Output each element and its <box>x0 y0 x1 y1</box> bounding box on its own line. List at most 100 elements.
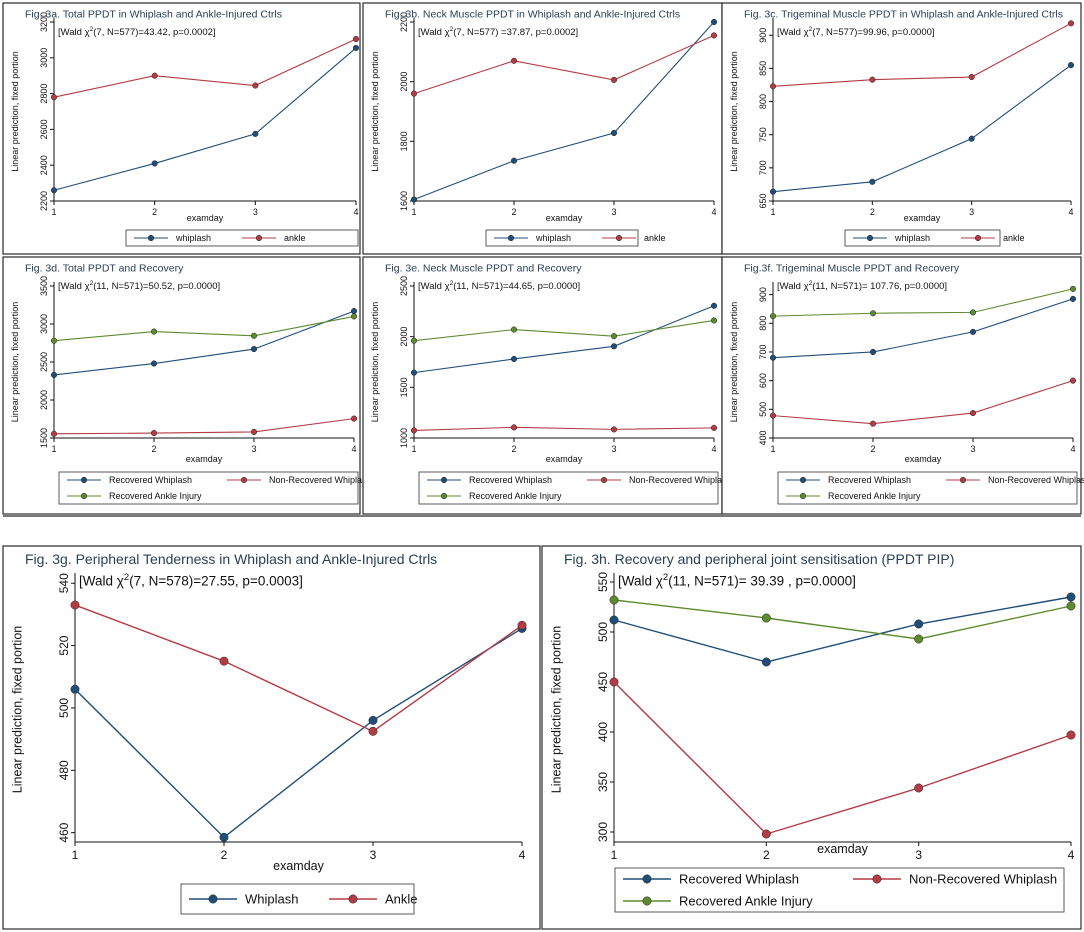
wald-statistic: [Wald χ2(7, N=578)=27.55, p=0.0003] <box>79 572 303 588</box>
data-point <box>968 73 975 81</box>
legend-marker <box>348 894 358 904</box>
y-tick-label: 520 <box>57 635 71 655</box>
x-tick-label: 1 <box>611 848 618 862</box>
data-point <box>869 76 876 83</box>
legend-label: Non-Recovered Whiplash <box>909 872 1057 887</box>
x-tick-label: 1 <box>51 207 56 217</box>
data-point <box>761 657 771 667</box>
data-point <box>1066 592 1076 602</box>
wald-statistic: [Wald χ2(7, N=577)=99.96, p=0.0000] <box>777 26 935 38</box>
y-tick-label: 800 <box>758 94 768 109</box>
data-point <box>610 333 618 340</box>
x-axis-label: examday <box>905 454 942 464</box>
wald-statistic: [Wald χ2(11, N=571)= 39.39 , p=0.0000] <box>618 572 856 588</box>
wald-statistic: [Wald χ2(11, N=571)=50.52, p=0.0000] <box>58 280 220 292</box>
y-tick-label: 2500 <box>399 276 409 296</box>
y-axis-label: Linear prediction, fixed portion <box>10 302 20 423</box>
legend-marker <box>208 894 218 904</box>
x-axis-label: examday <box>187 213 224 223</box>
data-point <box>610 129 618 137</box>
panel-frame <box>2 545 541 930</box>
panel-frame <box>541 545 1082 930</box>
x-tick-label: 4 <box>1068 848 1075 862</box>
y-tick-label: 900 <box>758 28 768 43</box>
chart-title: Fig.3f. Trigeminal Muscle PPDT and Recov… <box>744 263 960 275</box>
y-tick-label: 2000 <box>399 327 409 347</box>
data-point <box>352 44 360 52</box>
x-tick-label: 3 <box>251 444 256 454</box>
x-axis-label: examday <box>817 842 868 856</box>
legend-label: Non-Recovered Whiplash <box>988 475 1084 485</box>
y-tick-label: 400 <box>758 430 768 445</box>
data-point <box>710 18 718 26</box>
data-point <box>150 328 158 335</box>
y-tick-label: 2000 <box>399 72 409 92</box>
y-axis-label: Linear prediction, fixed portion <box>11 626 25 794</box>
legend-marker <box>642 874 652 884</box>
chart-title: Fig. 3g. Peripheral Tenderness in Whipla… <box>25 551 437 567</box>
data-point <box>410 90 418 97</box>
x-axis-label: examday <box>546 454 583 464</box>
x-tick-label: 1 <box>411 207 416 217</box>
wald-statistic: [Wald χ2(7, N=577)=43.42, p=0.0002] <box>58 26 216 38</box>
data-point <box>250 346 258 353</box>
data-point <box>969 409 977 417</box>
y-tick-label: 650 <box>758 193 768 208</box>
data-point <box>869 310 877 317</box>
x-tick-label: 1 <box>72 848 79 862</box>
legend-marker <box>642 896 652 906</box>
legend-box <box>844 229 1001 247</box>
x-tick-label: 1 <box>411 444 416 454</box>
x-tick-label: 3 <box>969 207 974 217</box>
legend-label: Recovered Whiplash <box>828 475 911 485</box>
x-tick-label: 2 <box>870 207 875 217</box>
y-tick-label: 2000 <box>39 390 49 410</box>
legend-marker <box>959 476 967 484</box>
data-point <box>609 677 619 687</box>
chart-3d: Fig. 3d. Total PPDT and Recovery [Wald χ2… <box>2 256 372 515</box>
y-tick-label: 750 <box>758 127 768 142</box>
y-tick-label: 700 <box>758 160 768 175</box>
x-axis-label: examday <box>546 213 583 223</box>
x-tick-label: 4 <box>353 207 358 217</box>
y-tick-label: 2600 <box>39 119 49 139</box>
wald-statistic: [Wald χ2(7, N=577) =37.87, p=0.0002] <box>418 26 578 38</box>
x-tick-label: 2 <box>511 207 516 217</box>
legend-box <box>418 471 719 505</box>
x-tick-label: 2 <box>152 207 157 217</box>
legend-label: Non-Recovered Whiplash <box>629 475 732 485</box>
chart-title: Fig. 3b. Neck Muscle PPDT in Whiplash an… <box>385 9 680 21</box>
data-point <box>350 415 358 422</box>
x-tick-label: 1 <box>770 207 775 217</box>
x-tick-label: 4 <box>519 848 526 862</box>
data-point <box>510 157 518 164</box>
x-tick-label: 2 <box>763 848 770 862</box>
data-point <box>969 309 977 316</box>
y-tick-label: 3500 <box>39 276 49 296</box>
legend-label: Recovered Whiplash <box>679 872 799 887</box>
x-tick-label: 4 <box>1070 444 1075 454</box>
y-tick-label: 300 <box>596 822 610 842</box>
data-point <box>869 178 876 185</box>
series-line-recovered-whiplash <box>53 310 355 376</box>
y-tick-label: 1500 <box>399 377 409 397</box>
data-point <box>710 424 718 431</box>
legend-marker <box>974 234 982 242</box>
chart-title: Fig. 3a. Total PPDT in Whiplash and Ankl… <box>25 9 282 21</box>
series-line-non-recovered-whiplash <box>613 681 1072 835</box>
wald-statistic: [Wald χ2(11, N=571)=44.65, p=0.0000] <box>418 280 580 292</box>
legend-label: Recovered Ankle Injury <box>679 894 813 909</box>
y-tick-label: 1500 <box>39 428 49 448</box>
data-point <box>410 196 418 203</box>
legend-marker <box>799 476 807 484</box>
series-line-recovered-ankle-injury <box>772 288 1074 317</box>
data-point <box>914 619 924 629</box>
data-point <box>914 783 924 793</box>
y-tick-label: 450 <box>596 672 610 692</box>
data-point <box>70 600 80 610</box>
x-axis-label: examday <box>904 213 941 223</box>
data-point <box>252 130 259 137</box>
data-point <box>769 313 777 320</box>
y-axis-label: Linear prediction, fixed portion <box>729 302 739 423</box>
y-axis-label: Linear prediction, fixed portion <box>550 626 564 794</box>
